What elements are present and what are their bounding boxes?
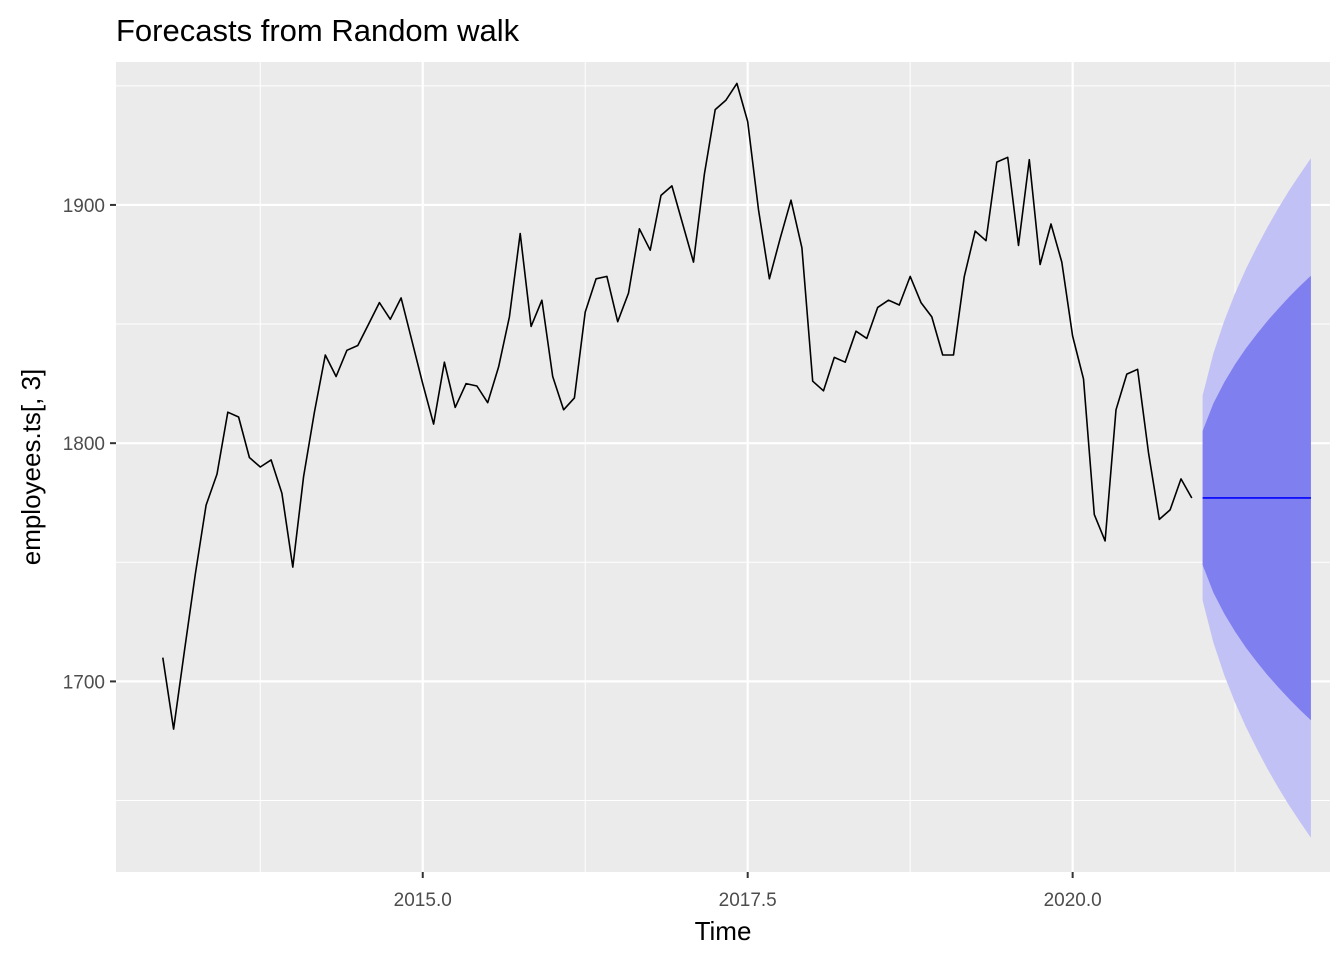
chart-title: Forecasts from Random walk xyxy=(116,13,520,48)
x-tick-label: 2020.0 xyxy=(1044,890,1102,911)
x-tick-label: 2015.0 xyxy=(394,890,452,911)
axis-ticks: 2015.0 2017.5 2020.0 1700 1800 1900 xyxy=(63,196,1102,911)
grid-major xyxy=(116,62,1330,872)
y-tick-label: 1800 xyxy=(63,434,105,455)
plot-panel xyxy=(116,62,1330,872)
x-tick-label: 2017.5 xyxy=(719,890,777,911)
grid-minor xyxy=(116,62,1330,872)
y-tick-label: 1900 xyxy=(63,196,105,217)
series-line xyxy=(162,82,1193,730)
series-lines xyxy=(162,82,1311,730)
y-tick-label: 1700 xyxy=(63,672,105,693)
y-axis-title: employees.ts[, 3] xyxy=(16,369,46,566)
x-axis-title: Time xyxy=(695,916,752,946)
